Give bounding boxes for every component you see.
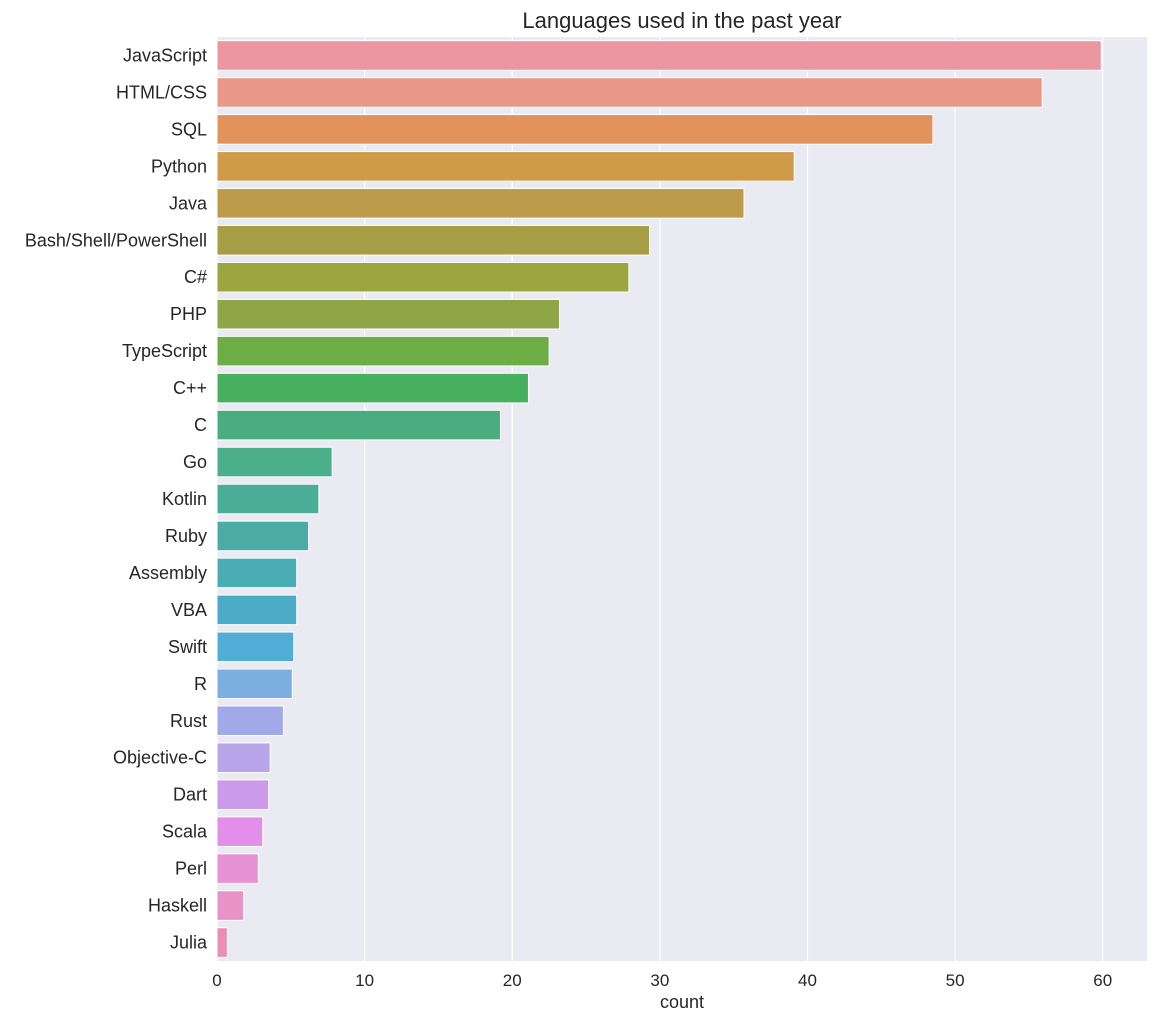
bar-perl (216, 853, 259, 884)
category-label: Python (151, 156, 207, 176)
bar-julia (216, 927, 228, 958)
bar-assembly (216, 557, 298, 589)
bar-vba (216, 594, 298, 626)
x-tick-label: 40 (798, 971, 817, 990)
category-label: Kotlin (162, 489, 207, 509)
bar-java (216, 188, 745, 219)
bar-typescript (216, 335, 550, 367)
x-tick-label: 50 (946, 971, 965, 990)
category-label: Ruby (165, 526, 207, 546)
bar-swift (216, 631, 295, 663)
bar-bash-shell-powershell (216, 224, 651, 256)
bar-go (216, 446, 333, 478)
bar-objective-c (216, 742, 271, 774)
bar-python (216, 151, 795, 182)
x-tick-label: 10 (355, 971, 374, 990)
category-labels: JavaScript HTML/CSS SQL Python Java Bash/Shel… (25, 45, 208, 952)
category-label: R (194, 674, 207, 694)
bar-sql (216, 114, 934, 145)
category-label: HTML/CSS (116, 82, 207, 102)
category-label: C# (184, 267, 207, 287)
category-label: C (194, 415, 207, 435)
category-label: SQL (171, 119, 207, 139)
bar-haskell (216, 890, 245, 921)
category-label: Java (169, 193, 208, 213)
category-label: VBA (171, 600, 207, 620)
bar-javascript (216, 40, 1102, 71)
bar-r (216, 668, 293, 700)
x-tick-label: 20 (503, 971, 522, 990)
bar-scala (216, 816, 264, 847)
category-label: Objective-C (113, 748, 207, 768)
chart-title: Languages used in the past year (522, 8, 841, 33)
bar-c (216, 372, 529, 404)
bar-c (216, 261, 630, 293)
x-tick-label: 0 (212, 971, 221, 990)
category-label: Scala (162, 822, 208, 842)
category-label: PHP (170, 304, 207, 324)
bar-kotlin (216, 483, 320, 515)
category-label: Julia (170, 933, 208, 953)
bar-dart (216, 779, 270, 810)
bars (216, 40, 1102, 958)
category-label: Go (183, 452, 207, 472)
bar-ruby (216, 520, 310, 552)
category-label: Bash/Shell/PowerShell (25, 230, 207, 250)
bar-html-css (216, 77, 1043, 108)
category-label: C++ (173, 378, 207, 398)
x-tick-label: 60 (1093, 971, 1112, 990)
x-axis-label: count (660, 992, 704, 1012)
category-label: Haskell (148, 896, 207, 916)
category-label: Rust (170, 711, 207, 731)
bar-php (216, 298, 560, 330)
x-tick-label: 30 (650, 971, 669, 990)
bar-rust (216, 705, 284, 737)
category-label: JavaScript (123, 45, 207, 65)
category-label: TypeScript (122, 341, 207, 361)
category-label: Swift (168, 637, 207, 657)
bar-c (216, 409, 501, 441)
category-label: Dart (173, 785, 207, 805)
x-tick-labels: 0 10 20 30 40 50 60 (212, 971, 1112, 990)
category-label: Assembly (129, 563, 207, 583)
category-label: Perl (175, 859, 207, 879)
